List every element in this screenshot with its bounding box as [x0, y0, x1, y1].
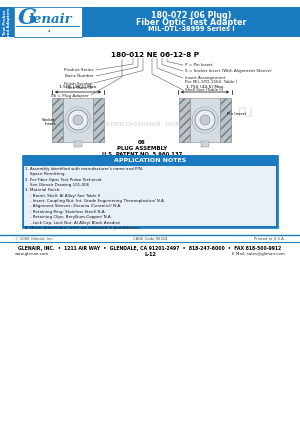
Bar	[82, 7, 300, 37]
Text: Shell Size (Table II): Shell Size (Table II)	[185, 88, 223, 92]
Circle shape	[68, 110, 88, 130]
Text: 180-072 (06 Plug): 180-072 (06 Plug)	[151, 11, 231, 20]
Text: ru: ru	[236, 103, 254, 121]
Bar	[179, 98, 190, 142]
Text: PLUG ASSEMBLY: PLUG ASSEMBLY	[117, 145, 167, 150]
Text: MIL-DTL-38999 Series I: MIL-DTL-38999 Series I	[148, 26, 234, 32]
Text: Pin Insert: Pin Insert	[227, 112, 246, 116]
Text: 1.500 (38.1) Max.: 1.500 (38.1) Max.	[59, 85, 97, 89]
Bar	[63, 98, 93, 142]
Bar	[201, 141, 209, 147]
Bar	[93, 98, 104, 142]
Bar	[0, 7, 14, 37]
Text: S = Socket Insert (With Alignment Sleeve): S = Socket Insert (With Alignment Sleeve…	[185, 69, 272, 73]
Bar	[22, 155, 278, 228]
Text: Finish Symbol: Finish Symbol	[64, 82, 92, 86]
Text: Insert Arrangement: Insert Arrangement	[185, 76, 225, 80]
Bar	[24, 155, 276, 165]
Text: U.S. PATENT NO. 5,960,137: U.S. PATENT NO. 5,960,137	[102, 151, 182, 156]
Text: ЭЛЕКТРОННЫЙ  ПОРТАЛ: ЭЛЕКТРОННЫЙ ПОРТАЛ	[105, 122, 195, 127]
Text: www.glenair.com: www.glenair.com	[15, 252, 49, 256]
Circle shape	[195, 110, 215, 130]
Text: Basic Number: Basic Number	[65, 74, 94, 78]
Text: © 2006 Glenair, Inc.: © 2006 Glenair, Inc.	[15, 237, 54, 241]
Bar	[0, 0, 300, 7]
Text: (See Table II): (See Table II)	[66, 86, 92, 90]
Text: GLENAIR, INC.  •  1211 AIR WAY  •  GLENDALE, CA 91201-2497  •  818-247-6000  •  : GLENAIR, INC. • 1211 AIR WAY • GLENDALE,…	[18, 246, 282, 250]
Text: 06: 06	[138, 139, 146, 144]
Bar	[74, 141, 82, 147]
Bar	[190, 98, 220, 142]
Text: Per MIL-STD-1560, Table I: Per MIL-STD-1560, Table I	[185, 80, 237, 84]
Circle shape	[200, 115, 210, 125]
Text: Printed in U.S.A.: Printed in U.S.A.	[254, 237, 285, 241]
Text: 180-012 NE 06-12-8 P: 180-012 NE 06-12-8 P	[111, 52, 199, 58]
Text: .: .	[47, 21, 51, 35]
Text: lenair: lenair	[29, 12, 73, 26]
Bar	[52, 98, 63, 142]
Text: CAGE Code 06324: CAGE Code 06324	[133, 237, 167, 241]
Text: Socket
Insert: Socket Insert	[42, 118, 56, 126]
Text: Test Probes
and Adapters: Test Probes and Adapters	[2, 7, 11, 37]
Text: 1.750 (44.5) Max.: 1.750 (44.5) Max.	[186, 85, 224, 89]
Text: L-12: L-12	[144, 252, 156, 257]
Text: Fiber Optic Test Adapter: Fiber Optic Test Adapter	[136, 17, 246, 26]
Circle shape	[73, 115, 83, 125]
Text: P = Pin Insert: P = Pin Insert	[185, 63, 213, 67]
Text: E-Mail: sales@glenair.com: E-Mail: sales@glenair.com	[232, 252, 285, 256]
Text: 06 = Plug Adapter: 06 = Plug Adapter	[51, 94, 89, 98]
Bar	[24, 166, 276, 226]
Text: G: G	[18, 7, 37, 29]
Text: 1. Assembly identified with manufacturer's name and P/N,
    Space Permitting.
2: 1. Assembly identified with manufacturer…	[25, 167, 165, 230]
Text: Product Series: Product Series	[64, 68, 94, 72]
Text: APPLICATION NOTES: APPLICATION NOTES	[114, 158, 186, 163]
Bar	[14, 7, 82, 37]
Bar	[220, 98, 231, 142]
